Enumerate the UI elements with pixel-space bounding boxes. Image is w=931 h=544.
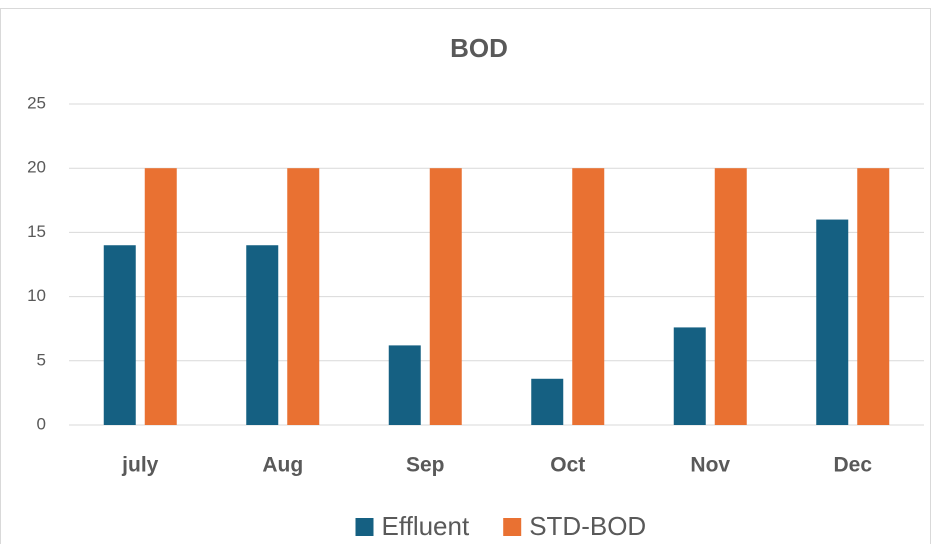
y-tick-label: 5 <box>37 350 46 369</box>
y-tick-label: 10 <box>27 286 46 305</box>
bar <box>857 168 890 425</box>
bar <box>246 245 279 425</box>
bar <box>673 327 706 425</box>
y-tick-label: 15 <box>27 222 46 241</box>
bar <box>287 168 320 425</box>
x-tick-label: Sep <box>406 454 445 477</box>
bar <box>388 345 421 425</box>
bar <box>144 168 177 425</box>
bar <box>103 245 136 425</box>
bar <box>429 168 462 425</box>
y-tick-label: 0 <box>37 414 46 433</box>
bar <box>531 378 564 425</box>
legend-swatch <box>355 518 374 536</box>
x-tick-label: Dec <box>833 454 872 477</box>
x-tick-label: Aug <box>262 454 303 477</box>
legend-swatch <box>503 518 522 536</box>
chart-title: BOD <box>450 33 508 63</box>
x-tick-label: Oct <box>550 454 585 477</box>
y-tick-label: 20 <box>27 158 46 177</box>
bar <box>816 219 849 425</box>
legend-label: STD-BOD <box>529 511 646 541</box>
y-tick-label: 25 <box>27 93 46 112</box>
bar <box>714 168 747 425</box>
x-tick-label: Nov <box>690 454 730 477</box>
legend-label: Effluent <box>382 511 470 541</box>
x-tick-label: july <box>121 454 158 477</box>
bar <box>572 168 605 425</box>
